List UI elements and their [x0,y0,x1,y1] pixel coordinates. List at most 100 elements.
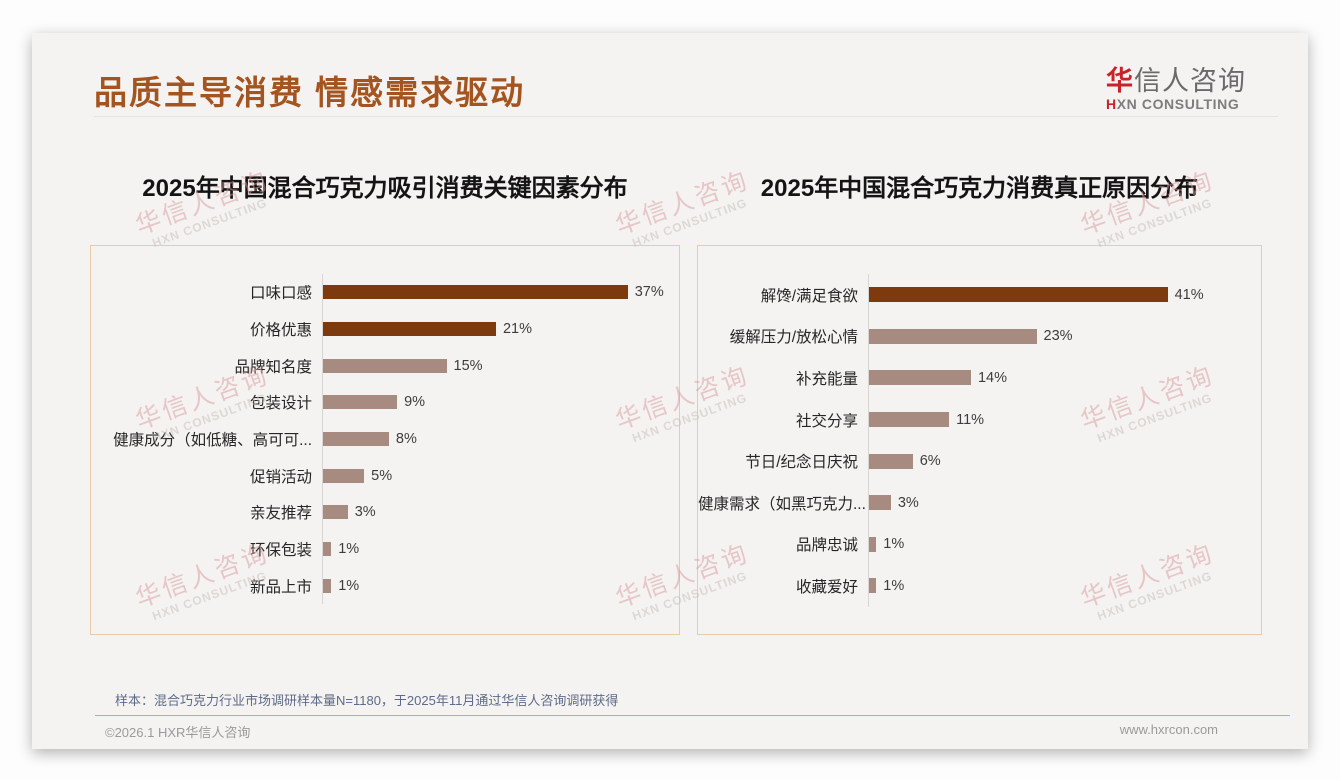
category-label: 亲友推荐 [249,505,312,523]
bar [869,578,877,594]
footer: ©2026.1 HXR华信人咨询 www.hxrcon.com [32,716,1308,741]
chart-row: 节日/纪念日庆祝 6% [698,440,1261,482]
slide-card: 品质主导消费 情感需求驱动 华信人咨询 HXN CONSULTING 2025年… [32,33,1308,749]
website-text: www.hxrcon.com [1119,722,1218,737]
category-label: 环保包装 [249,542,312,560]
bar-zone: 8% [322,420,673,458]
category-label: 新品上市 [249,578,312,596]
bar-zone: 14% [868,357,1255,399]
value-label: 1% [338,541,360,558]
bar-zone: 15% [322,347,673,385]
company-logo: 华信人咨询 HXN CONSULTING [1106,67,1246,112]
right-chart-title: 2025年中国混合巧克力消费真正原因分布 [760,175,1199,202]
category-label: 品牌忠诚 [795,537,858,555]
left-chart-panel: 口味口感 37% 价格优惠 21% 品牌知名度 15% 包装设计 9% 健康成分（如低糖、高可可… [90,245,680,635]
bar-zone: 1% [868,523,1255,566]
bar-zone: 23% [868,315,1255,358]
value-label: 9% [404,394,426,411]
bar-zone: 6% [868,440,1255,482]
category-label: 解馋/满足食欲 [760,287,858,305]
logo-accent-char: 华 [1106,66,1134,97]
value-label: 15% [453,357,483,374]
logo-en-accent: H [1106,96,1117,113]
value-label: 37% [634,284,664,301]
bar [323,322,496,337]
bar [323,505,348,520]
bar [323,395,398,410]
bar [869,328,1037,344]
category-label: 促销活动 [249,468,312,486]
header: 品质主导消费 情感需求驱动 华信人咨询 HXN CONSULTING [32,33,1308,112]
category-label: 补充能量 [795,370,858,388]
chart-row: 新品上市 1% [91,567,679,605]
value-label: 5% [371,467,393,484]
bar-zone: 3% [322,494,673,531]
bar-zone: 41% [868,274,1255,316]
value-label: 1% [883,536,905,553]
bar [323,358,447,373]
chart-row: 促销活动 5% [91,457,679,495]
logo-en-rest: XN CONSULTING [1116,96,1240,113]
right-chart-panel: 解馋/满足食欲 41% 缓解压力/放松心情 23% 补充能量 14% 社交分享 11% 节日/纪… [697,245,1262,635]
logo-rest-chars: 信人咨询 [1134,66,1246,97]
value-label: 1% [883,577,905,594]
value-label: 8% [395,431,417,448]
category-label: 健康成分（如低糖、高可可... [113,432,312,450]
chart-row: 品牌忠诚 1% [698,523,1261,566]
chart-row: 健康需求（如黑巧克力... 3% [698,481,1261,524]
bar-zone: 37% [322,274,673,311]
bar [869,453,913,469]
category-label: 社交分享 [795,412,858,430]
category-label: 口味口感 [249,285,312,303]
bar-zone: 1% [322,567,673,605]
logo-chinese: 华信人咨询 [1106,67,1246,97]
chart-row: 品牌知名度 15% [91,347,679,385]
value-label: 41% [1174,286,1204,303]
copyright-text: ©2026.1 HXR华信人咨询 [105,725,251,740]
chart-row: 价格优惠 21% [91,310,679,348]
chart-row: 补充能量 14% [698,357,1261,399]
category-label: 节日/纪念日庆祝 [745,454,858,472]
chart-row: 亲友推荐 3% [91,494,679,531]
value-label: 21% [502,321,532,338]
bar-zone: 1% [868,565,1255,607]
chart-row: 社交分享 11% [698,398,1261,441]
value-label: 3% [354,504,376,521]
bar [869,370,971,386]
chart-row: 环保包装 1% [91,530,679,568]
bar-zone: 5% [322,457,673,495]
bar [869,412,950,428]
sample-footnote: 样本：混合巧克力行业市场调研样本量N=1180，于2025年11月通过华信人咨询… [115,693,619,708]
chart-row: 解馋/满足食欲 41% [698,274,1261,316]
chart-row: 缓解压力/放松心情 23% [698,315,1261,358]
value-label: 23% [1043,328,1073,345]
chart-row: 收藏爱好 1% [698,565,1261,607]
page-title: 品质主导消费 情感需求驱动 [94,74,526,111]
chart-row: 口味口感 37% [91,274,679,311]
bar-zone: 21% [322,310,673,348]
charts-row: 口味口感 37% 价格优惠 21% 品牌知名度 15% 包装设计 9% 健康成分（如低糖、高可可… [32,245,1308,635]
footer-divider [95,715,1290,716]
chart-row: 包装设计 9% [91,384,679,421]
bar [323,578,332,593]
bar-zone: 9% [322,384,673,421]
bar [869,536,877,552]
category-label: 收藏爱好 [795,578,858,596]
category-label: 健康需求（如黑巧克力... [698,495,866,513]
value-label: 14% [977,369,1007,386]
category-label: 缓解压力/放松心情 [729,329,858,347]
value-label: 3% [897,494,919,511]
left-chart-title: 2025年中国混合巧克力吸引消费关键因素分布 [142,175,628,202]
category-label: 品牌知名度 [234,358,312,376]
chart-row: 健康成分（如低糖、高可可... 8% [91,420,679,458]
chart-titles-row: 2025年中国混合巧克力吸引消费关键因素分布 2025年中国混合巧克力消费真正原… [32,173,1308,205]
bar [323,285,628,300]
bar [323,468,365,483]
logo-english: HXN CONSULTING [1106,96,1246,113]
value-label: 1% [338,577,360,594]
category-label: 价格优惠 [249,322,312,340]
bar-zone: 11% [868,398,1255,441]
bar [323,432,389,447]
header-divider [94,116,1278,117]
bar [869,287,1168,303]
